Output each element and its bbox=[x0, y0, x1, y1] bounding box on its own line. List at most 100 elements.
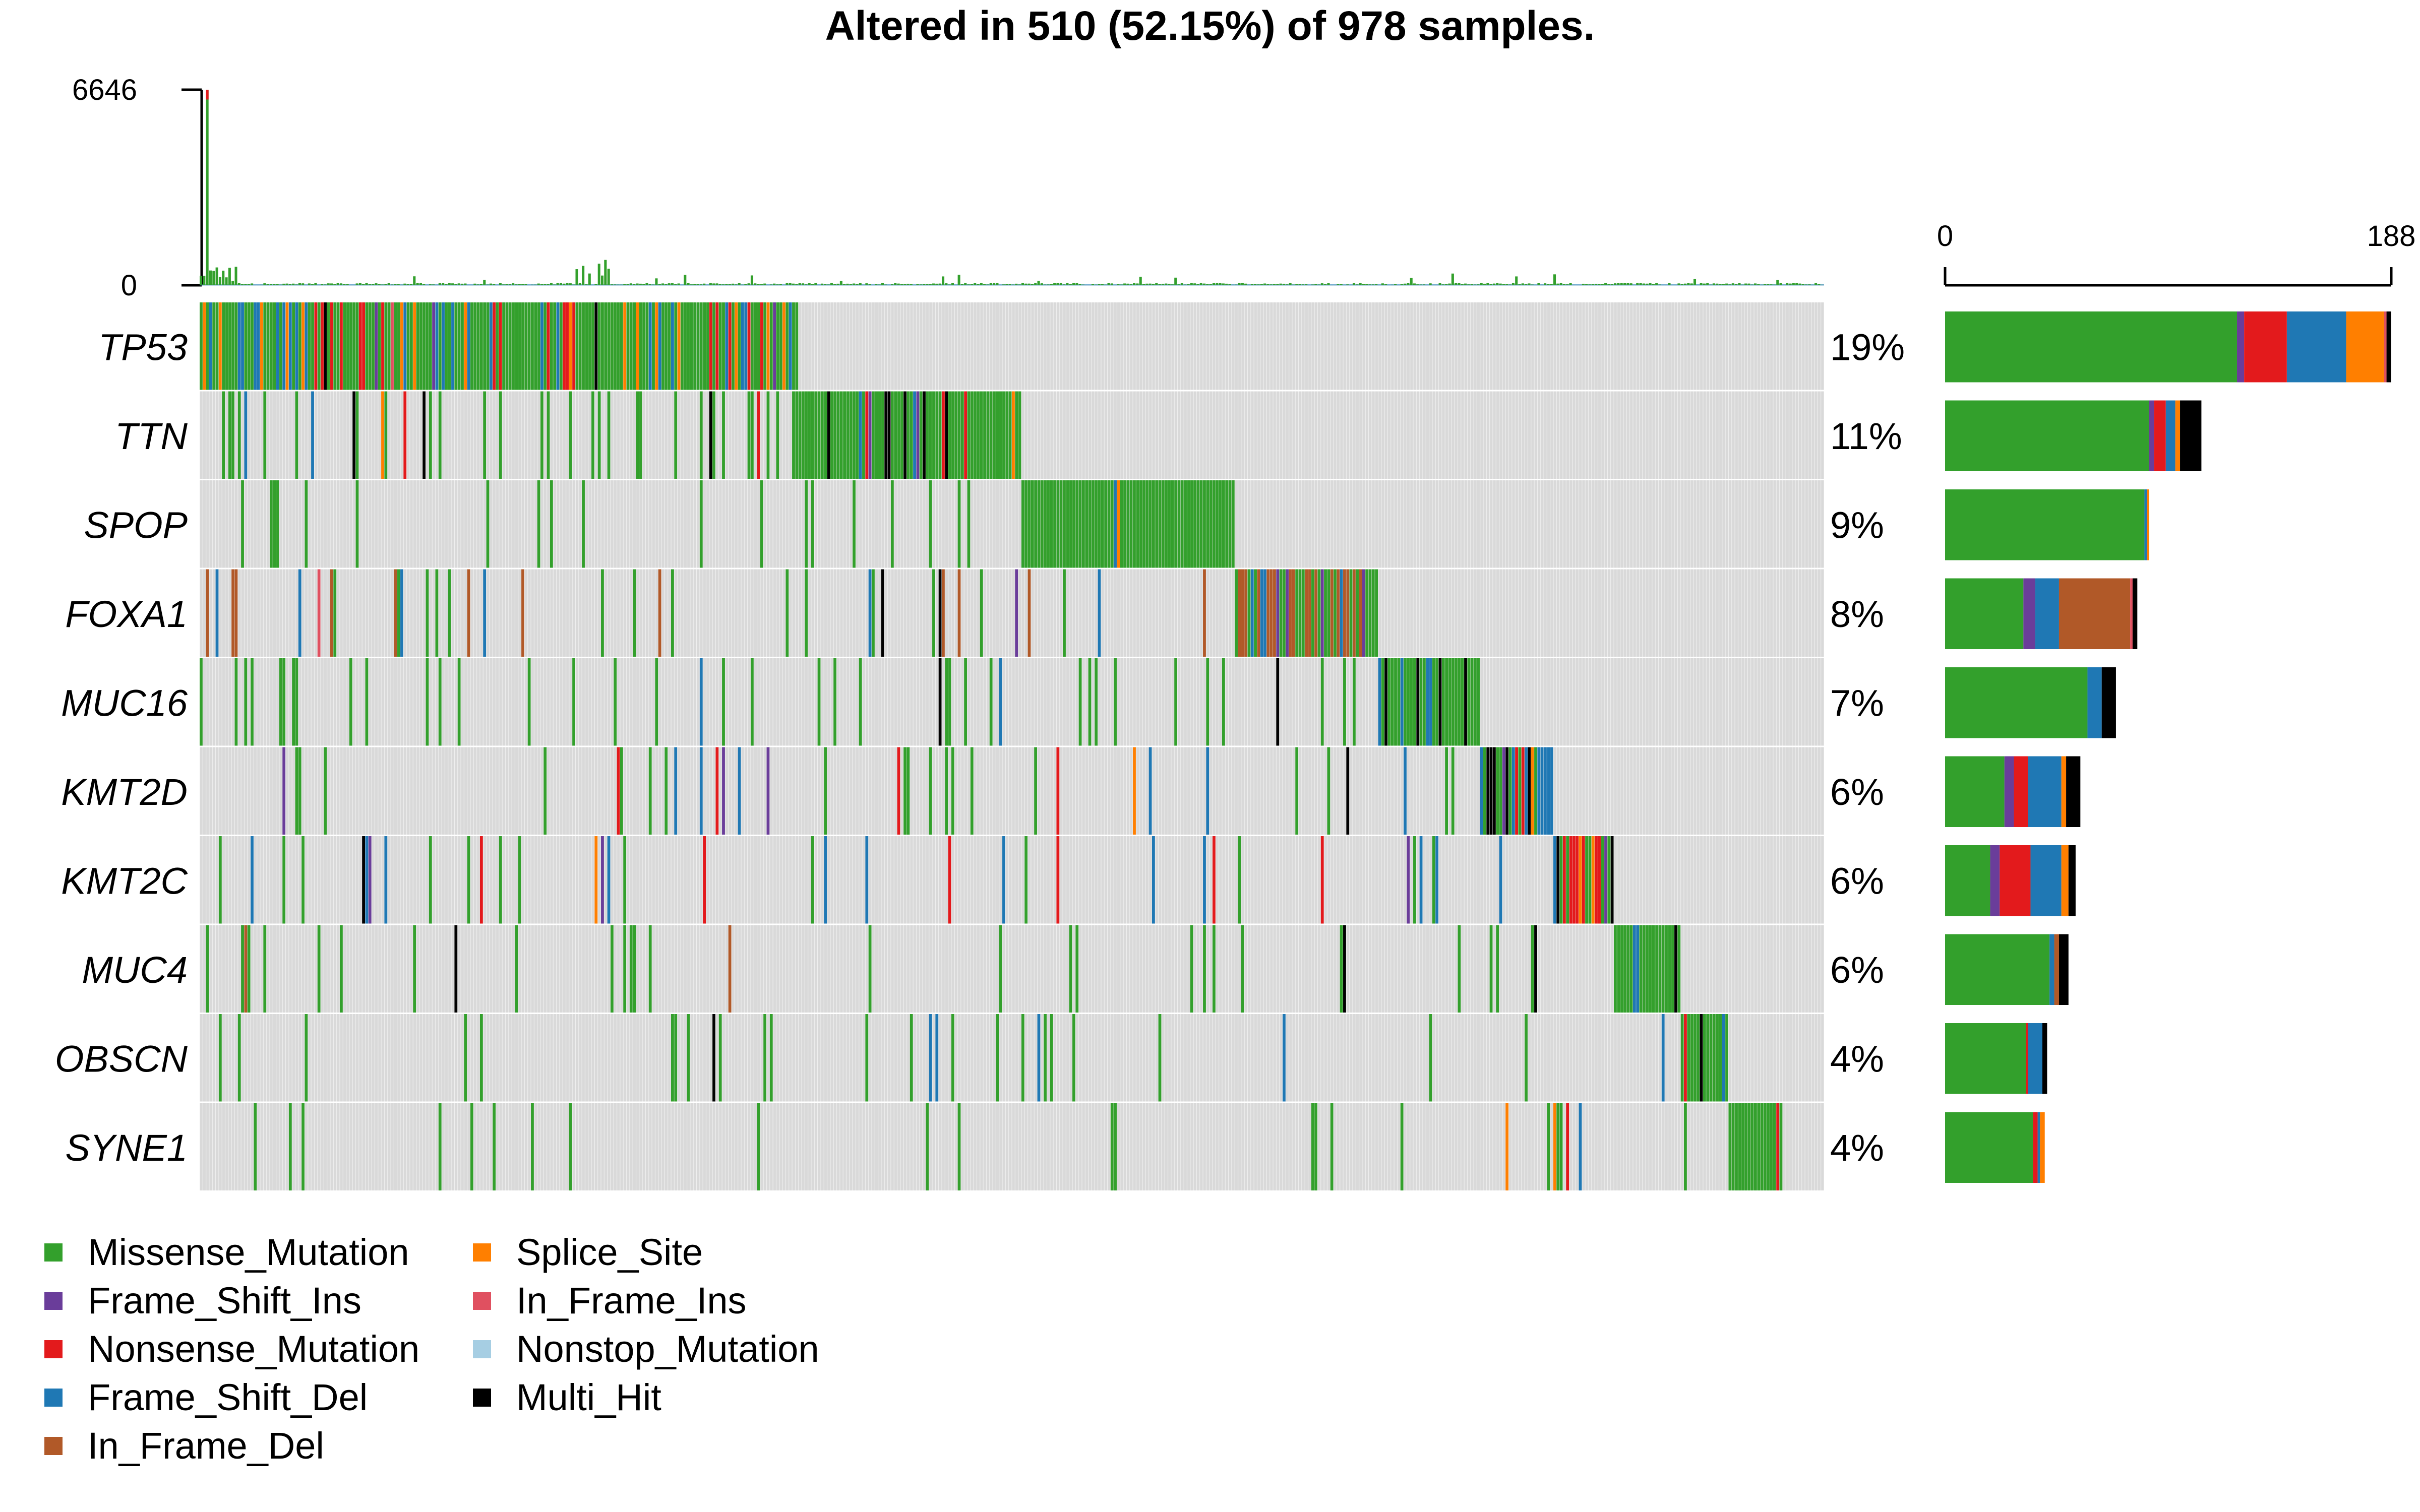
gene-bar-kmt2d-frame_shift_del bbox=[2028, 756, 2062, 827]
mutation-cell bbox=[894, 391, 897, 479]
mutation-cell bbox=[298, 302, 301, 390]
mutation-cell bbox=[461, 302, 464, 390]
mutation-cell bbox=[563, 302, 566, 390]
tmb-bar bbox=[225, 277, 228, 285]
mutation-cell bbox=[960, 391, 964, 479]
tmb-bar bbox=[276, 284, 279, 285]
mutation-cell bbox=[1591, 836, 1595, 924]
mutation-cell bbox=[1190, 925, 1193, 1013]
tmb-bar bbox=[1037, 281, 1040, 285]
mutation-cell bbox=[493, 302, 496, 390]
mutation-cell bbox=[311, 302, 314, 390]
gene-percent-label: 6% bbox=[1830, 771, 1884, 813]
mutation-cell bbox=[769, 1014, 773, 1102]
mutation-cell bbox=[1576, 836, 1579, 924]
tmb-bar bbox=[1362, 284, 1365, 285]
tmb-bar bbox=[1776, 280, 1779, 285]
tmb-bar bbox=[479, 283, 483, 285]
tmb-bar bbox=[636, 283, 639, 285]
mutation-cell bbox=[951, 1014, 954, 1102]
mutation-cell bbox=[1056, 836, 1060, 924]
mutation-cell bbox=[339, 925, 343, 1013]
tmb-bar bbox=[1559, 283, 1562, 285]
tmb-bar bbox=[1770, 284, 1773, 285]
tmb-bar bbox=[957, 275, 960, 285]
tmb-bar bbox=[457, 283, 460, 285]
mutation-cell bbox=[269, 480, 273, 568]
tmb-bar bbox=[1486, 283, 1489, 285]
tmb-bar bbox=[1416, 284, 1419, 285]
mutation-cell bbox=[1719, 1014, 1722, 1102]
mutation-cell bbox=[1283, 569, 1286, 657]
mutation-cell bbox=[1012, 391, 1015, 479]
mutation-cell bbox=[1031, 480, 1034, 568]
mutation-cell bbox=[218, 1014, 222, 1102]
mutation-cell bbox=[996, 1014, 999, 1102]
mutation-cell bbox=[817, 658, 821, 746]
mutation-cell bbox=[957, 480, 961, 568]
mutation-cell bbox=[986, 391, 990, 479]
tmb-bar bbox=[1649, 283, 1652, 285]
mutation-cell bbox=[1422, 658, 1426, 746]
tmb-bar bbox=[1754, 283, 1757, 285]
mutation-cell bbox=[537, 302, 540, 390]
mutation-cell bbox=[394, 569, 397, 657]
tmb-bar bbox=[442, 283, 445, 285]
gene-count-bars: 0 188 bbox=[1937, 220, 2415, 1183]
mutation-cell bbox=[1371, 569, 1375, 657]
mutation-cell bbox=[1390, 658, 1394, 746]
mutation-cell bbox=[1161, 480, 1165, 568]
mutation-cell bbox=[489, 302, 493, 390]
mutation-cell bbox=[699, 480, 703, 568]
mutation-cell bbox=[384, 836, 388, 924]
mutation-cell bbox=[1120, 480, 1123, 568]
mutation-cell bbox=[1289, 569, 1292, 657]
mutation-cell bbox=[355, 480, 359, 568]
tmb-bar bbox=[1680, 284, 1683, 285]
mutation-cell bbox=[1034, 480, 1038, 568]
mutation-cell bbox=[413, 925, 416, 1013]
gene-bar-kmt2c-multi_hit bbox=[2068, 845, 2076, 916]
tmb-bar bbox=[645, 283, 648, 285]
mutation-cell bbox=[655, 302, 658, 390]
tmb-bar bbox=[1455, 283, 1458, 285]
tmb-bar bbox=[324, 284, 327, 285]
mutation-cell bbox=[718, 302, 722, 390]
mutation-cell bbox=[499, 391, 502, 479]
mutation-cell bbox=[550, 480, 553, 568]
mutation-cell bbox=[661, 302, 664, 390]
mutation-cell bbox=[1247, 569, 1251, 657]
mutation-cell bbox=[355, 391, 359, 479]
mutation-cell bbox=[610, 302, 614, 390]
legend-item: Missense_Mutation bbox=[44, 1230, 409, 1275]
mutation-cell bbox=[1260, 569, 1263, 657]
mutation-cell bbox=[301, 836, 305, 924]
mutation-cell bbox=[722, 747, 725, 835]
mutation-cell bbox=[741, 302, 744, 390]
mutation-cell bbox=[993, 391, 996, 479]
tmb-bar bbox=[1148, 283, 1152, 285]
mutation-cell bbox=[970, 747, 974, 835]
mutation-cell bbox=[1047, 480, 1050, 568]
mutation-cell bbox=[789, 302, 792, 390]
mutation-cell bbox=[1117, 480, 1120, 568]
tmb-bar bbox=[1024, 283, 1027, 285]
tmb-bar bbox=[295, 284, 298, 285]
mutation-cell bbox=[1174, 658, 1178, 746]
mutation-cell bbox=[483, 302, 487, 390]
legend: Missense_Mutation Frame_Shift_Ins Nonsense… bbox=[44, 1230, 1002, 1492]
gene-label: FOXA1 bbox=[65, 593, 188, 635]
tmb-bar bbox=[1040, 283, 1043, 285]
tmb-bar bbox=[1368, 284, 1371, 285]
mutation-cell bbox=[1349, 569, 1353, 657]
mutation-cell bbox=[1470, 658, 1474, 746]
mutation-cell bbox=[394, 302, 397, 390]
tmb-bar bbox=[1464, 283, 1467, 285]
tmb-bar bbox=[1209, 284, 1212, 285]
mutation-cell bbox=[1050, 1014, 1053, 1102]
mutation-cell bbox=[1413, 658, 1416, 746]
mutation-cell bbox=[569, 391, 572, 479]
tmb-bar bbox=[237, 283, 240, 285]
mutation-cell bbox=[763, 1014, 767, 1102]
mutation-cell bbox=[1241, 925, 1244, 1013]
